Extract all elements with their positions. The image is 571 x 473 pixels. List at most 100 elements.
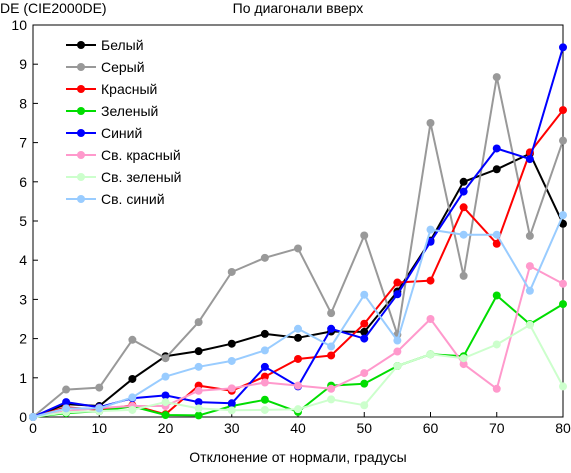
data-point	[95, 404, 104, 413]
data-point	[327, 384, 336, 393]
data-point	[393, 347, 402, 356]
data-point	[194, 411, 203, 420]
data-point	[492, 230, 501, 239]
legend-marker	[77, 129, 85, 137]
x-tick-label: 60	[423, 420, 439, 436]
data-point	[492, 165, 501, 174]
legend-marker	[77, 195, 85, 203]
data-point	[360, 319, 369, 328]
legend-item: Зеленый	[66, 103, 158, 119]
x-tick-label: 20	[158, 420, 174, 436]
y-tick-label: 4	[19, 252, 27, 268]
data-point	[294, 324, 302, 333]
data-point	[161, 354, 170, 363]
legend-label: Св. зеленый	[101, 169, 181, 185]
data-point	[128, 335, 137, 344]
axes: 0 10 20 30 40 50 60 70 80 0 1 2 3 4 5 6 7 8 9 10	[11, 17, 571, 436]
data-point	[492, 384, 501, 393]
legend-label: Синий	[101, 125, 142, 141]
data-point	[426, 350, 435, 359]
data-point	[393, 362, 402, 371]
x-tick-label: 80	[555, 420, 571, 436]
x-axis-label: Отклонение от нормали, градусы	[189, 449, 406, 465]
data-point	[360, 401, 369, 410]
data-point	[459, 230, 468, 239]
y-tick-label: 7	[19, 135, 27, 151]
legend-item: Красный	[66, 81, 157, 97]
data-point	[492, 340, 501, 349]
data-point	[360, 327, 369, 336]
legend-item: Св. зеленый	[66, 169, 181, 185]
y-tick-label: 8	[19, 95, 27, 111]
legend: Белый Серый Красный Зеленый Синий Св. красный…	[66, 37, 181, 207]
data-point	[459, 271, 468, 280]
data-point	[194, 318, 203, 327]
data-point	[227, 356, 236, 365]
legend-label: Серый	[101, 59, 145, 75]
data-point	[62, 398, 71, 407]
data-point	[194, 404, 203, 413]
data-point	[459, 187, 468, 196]
data-point	[194, 362, 203, 371]
y-tick-label: 2	[19, 331, 27, 347]
data-point	[62, 385, 71, 394]
data-point	[393, 290, 402, 299]
legend-item: Серый	[66, 59, 145, 75]
data-point	[161, 391, 170, 400]
data-point	[360, 369, 369, 378]
data-point	[426, 315, 435, 323]
data-point	[525, 320, 534, 329]
data-point	[29, 413, 37, 421]
data-point	[559, 136, 567, 145]
series-group	[29, 211, 567, 421]
data-point	[294, 333, 302, 342]
data-point	[459, 354, 468, 363]
data-point	[492, 291, 501, 300]
y-tick-label: 5	[19, 213, 27, 229]
legend-marker	[77, 107, 85, 115]
data-point	[161, 411, 170, 420]
data-point	[327, 395, 336, 404]
data-point	[459, 177, 468, 186]
data-point	[62, 404, 71, 413]
legend-marker	[77, 41, 85, 49]
data-point	[426, 225, 435, 234]
data-point	[360, 290, 369, 299]
data-point	[227, 406, 236, 415]
x-tick-label: 30	[224, 420, 240, 436]
data-point	[194, 386, 203, 395]
x-tick-label: 0	[29, 420, 37, 436]
series-group	[29, 291, 567, 421]
data-point	[260, 378, 269, 387]
data-point	[260, 395, 269, 404]
data-point	[525, 286, 534, 295]
data-point	[426, 119, 435, 127]
data-point	[260, 253, 269, 262]
data-point	[459, 203, 468, 212]
data-point	[327, 351, 336, 360]
y-tick-label: 6	[19, 174, 27, 190]
data-point	[194, 347, 203, 356]
data-point	[128, 374, 137, 383]
data-point	[227, 339, 236, 348]
data-point	[492, 239, 501, 248]
data-point	[260, 362, 269, 371]
data-point	[194, 398, 203, 407]
data-point	[360, 334, 369, 343]
data-point	[393, 278, 402, 287]
data-point	[161, 398, 170, 407]
data-point	[559, 279, 567, 288]
x-tick-label: 10	[91, 420, 107, 436]
series-layer	[29, 43, 567, 421]
data-point	[260, 329, 269, 338]
data-point	[559, 382, 567, 391]
data-point	[559, 43, 567, 52]
y-axis-label: DE (CIE2000DE)	[0, 0, 107, 16]
chart-title: По диагонали вверх	[233, 0, 364, 16]
data-point	[294, 381, 302, 390]
data-point	[260, 372, 269, 381]
legend-label: Красный	[101, 81, 157, 97]
data-point	[426, 276, 435, 285]
data-point	[294, 354, 302, 363]
